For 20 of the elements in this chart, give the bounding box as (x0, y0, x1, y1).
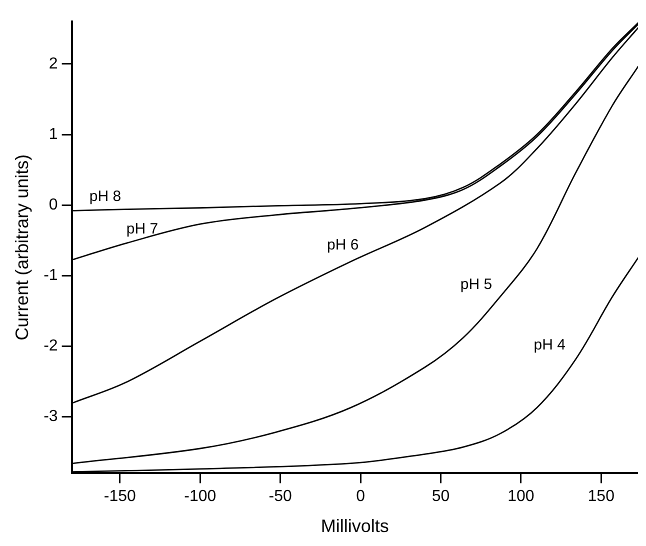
y-tick-label: 0 (48, 196, 58, 214)
series-label: pH 6 (327, 236, 359, 254)
series-label: pH 5 (460, 276, 492, 293)
y-tick-label: -1 (44, 267, 58, 284)
x-tick-label: 150 (588, 488, 615, 506)
y-tick-label: -3 (44, 408, 58, 426)
y-tick-label: 1 (48, 126, 58, 143)
x-tick-label: -150 (104, 488, 136, 506)
x-tick-label: 0 (356, 488, 366, 506)
x-tick-label: 50 (432, 488, 450, 506)
x-axis-title: Millivolts (320, 516, 389, 536)
y-tick-label: 2 (48, 55, 58, 72)
x-tick-label: -50 (268, 488, 292, 506)
series-label: pH 8 (89, 188, 122, 205)
y-tick-label: -2 (44, 338, 58, 355)
y-axis-title: Current (arbitrary units) (12, 154, 32, 340)
x-tick-label: 100 (508, 488, 534, 506)
series-label: pH 7 (126, 220, 158, 238)
x-tick-label: -100 (184, 488, 216, 506)
series-label: pH 4 (534, 336, 566, 354)
